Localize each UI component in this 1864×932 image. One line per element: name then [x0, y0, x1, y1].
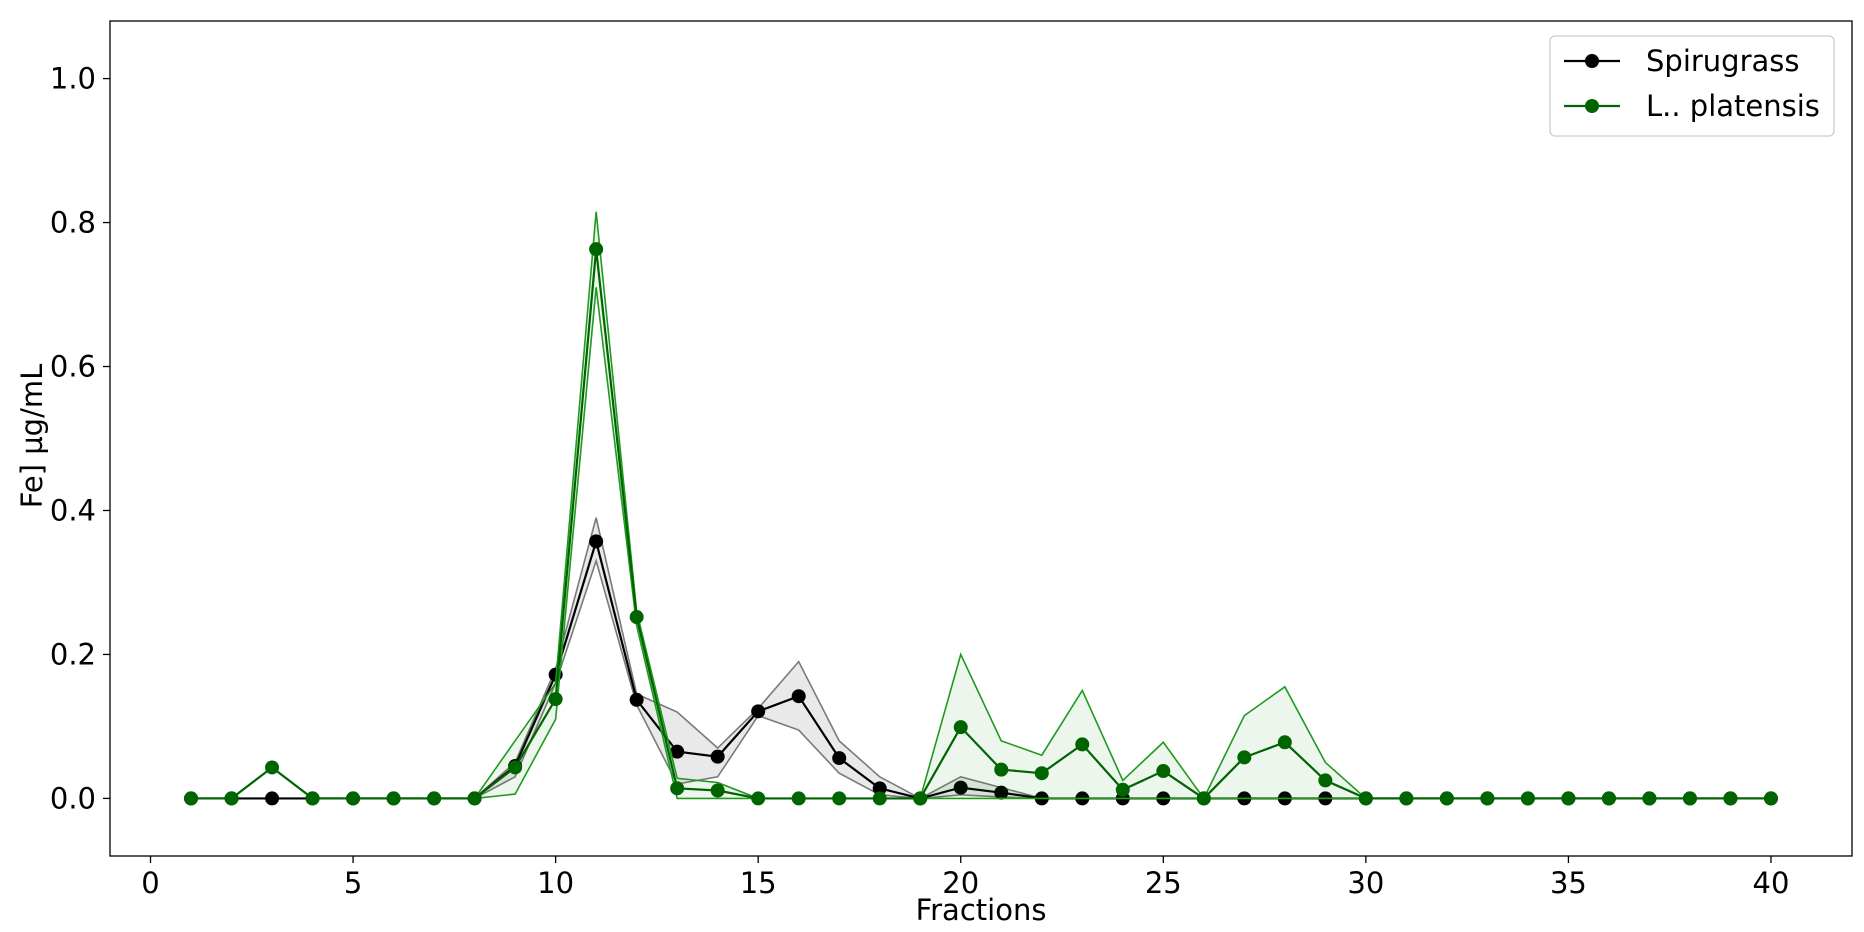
legend-box: [1549, 35, 1835, 137]
x-tick-label: 25: [1145, 866, 1182, 900]
plot-frame: [109, 20, 1853, 857]
legend-entry: Spirugrass: [1646, 44, 1800, 78]
series-1-point: [872, 791, 887, 806]
y-tick-label: 0.6: [50, 350, 96, 384]
series-1-point: [1156, 764, 1171, 779]
series-1-point: [184, 791, 199, 806]
series-1-point: [1237, 750, 1252, 765]
series-1-point: [1075, 737, 1090, 752]
series-1-point: [953, 720, 968, 735]
y-tick-label: 0.4: [50, 493, 96, 527]
series-0-point: [265, 791, 280, 806]
series-0-point: [791, 689, 806, 704]
series-1-point: [508, 760, 523, 775]
series-1-point: [1763, 791, 1778, 806]
series-1-point: [1399, 791, 1414, 806]
series-1-point: [467, 791, 482, 806]
series-0-point: [629, 692, 644, 707]
series-1-point: [589, 242, 604, 257]
x-tick-label: 30: [1347, 866, 1384, 900]
x-tick-label: 40: [1753, 866, 1790, 900]
series-1-point: [1723, 791, 1738, 806]
series-1-point: [994, 762, 1009, 777]
series-1-point: [1196, 791, 1211, 806]
x-axis-label: Fractions: [916, 893, 1047, 927]
series-1-point: [305, 791, 320, 806]
y-tick-label: 1.0: [50, 62, 96, 96]
series-0-point: [710, 749, 725, 764]
y-axis-label: Fe] µg/mL: [15, 364, 49, 509]
x-tick-label: 10: [537, 866, 574, 900]
x-tick-label: 0: [141, 866, 159, 900]
y-tick-label: 0.8: [50, 206, 96, 240]
series-1-point: [427, 791, 442, 806]
series-1-point: [913, 791, 928, 806]
series-1-point: [1682, 791, 1697, 806]
series-0-point: [832, 751, 847, 766]
series-1-point: [1520, 791, 1535, 806]
series-1-point: [1034, 766, 1049, 781]
series-0-point: [670, 744, 685, 759]
series-1-point: [386, 791, 401, 806]
series-1-point: [1642, 791, 1657, 806]
series-1-point: [629, 610, 644, 625]
series-1-line: [191, 249, 1771, 800]
legend-swatch-marker: [1585, 54, 1599, 68]
series-0-point: [994, 785, 1009, 800]
series-1-point: [1601, 791, 1616, 806]
series-0-point: [589, 534, 604, 549]
series-1: [184, 211, 1778, 806]
series-1-point: [1318, 773, 1333, 788]
series-1-point: [1358, 791, 1373, 806]
series-1-point: [791, 791, 806, 806]
x-tick-label: 15: [740, 866, 777, 900]
y-axis: 0.0 0.2 0.4 0.6 0.8 1.0: [50, 62, 110, 815]
series-1-point: [751, 791, 766, 806]
series-1-point: [710, 783, 725, 798]
series-1-point: [224, 791, 239, 806]
series-1-point: [548, 692, 563, 707]
series-1-point: [1277, 735, 1292, 750]
series-1-point: [346, 791, 361, 806]
y-tick-label: 0.2: [50, 637, 96, 671]
series-0-point: [872, 781, 887, 796]
legend-swatch-marker: [1585, 99, 1599, 113]
series-0-point: [953, 780, 968, 795]
series-1-error-band: [191, 211, 1771, 799]
x-tick-label: 5: [344, 866, 362, 900]
series-1-point: [1439, 791, 1454, 806]
series-1-point: [1115, 782, 1130, 797]
series-1-point: [832, 791, 847, 806]
x-tick-label: 35: [1550, 866, 1587, 900]
series-0-point: [751, 704, 766, 719]
legend-entry: L.. platensis: [1646, 89, 1820, 123]
y-tick-label: 0.0: [50, 781, 96, 815]
series-1-point: [670, 781, 685, 796]
series-1-point: [1561, 791, 1576, 806]
plot-area: [109, 20, 1853, 857]
series-1-point: [1480, 791, 1495, 806]
x-axis: 0 5 10 15 20 25 30 35 40: [141, 856, 1789, 900]
legend: Spirugrass L.. platensis: [1549, 35, 1835, 137]
series-0-error-band: [191, 517, 1771, 799]
x-tick-label: 20: [942, 866, 979, 900]
series-1-point: [265, 760, 280, 775]
